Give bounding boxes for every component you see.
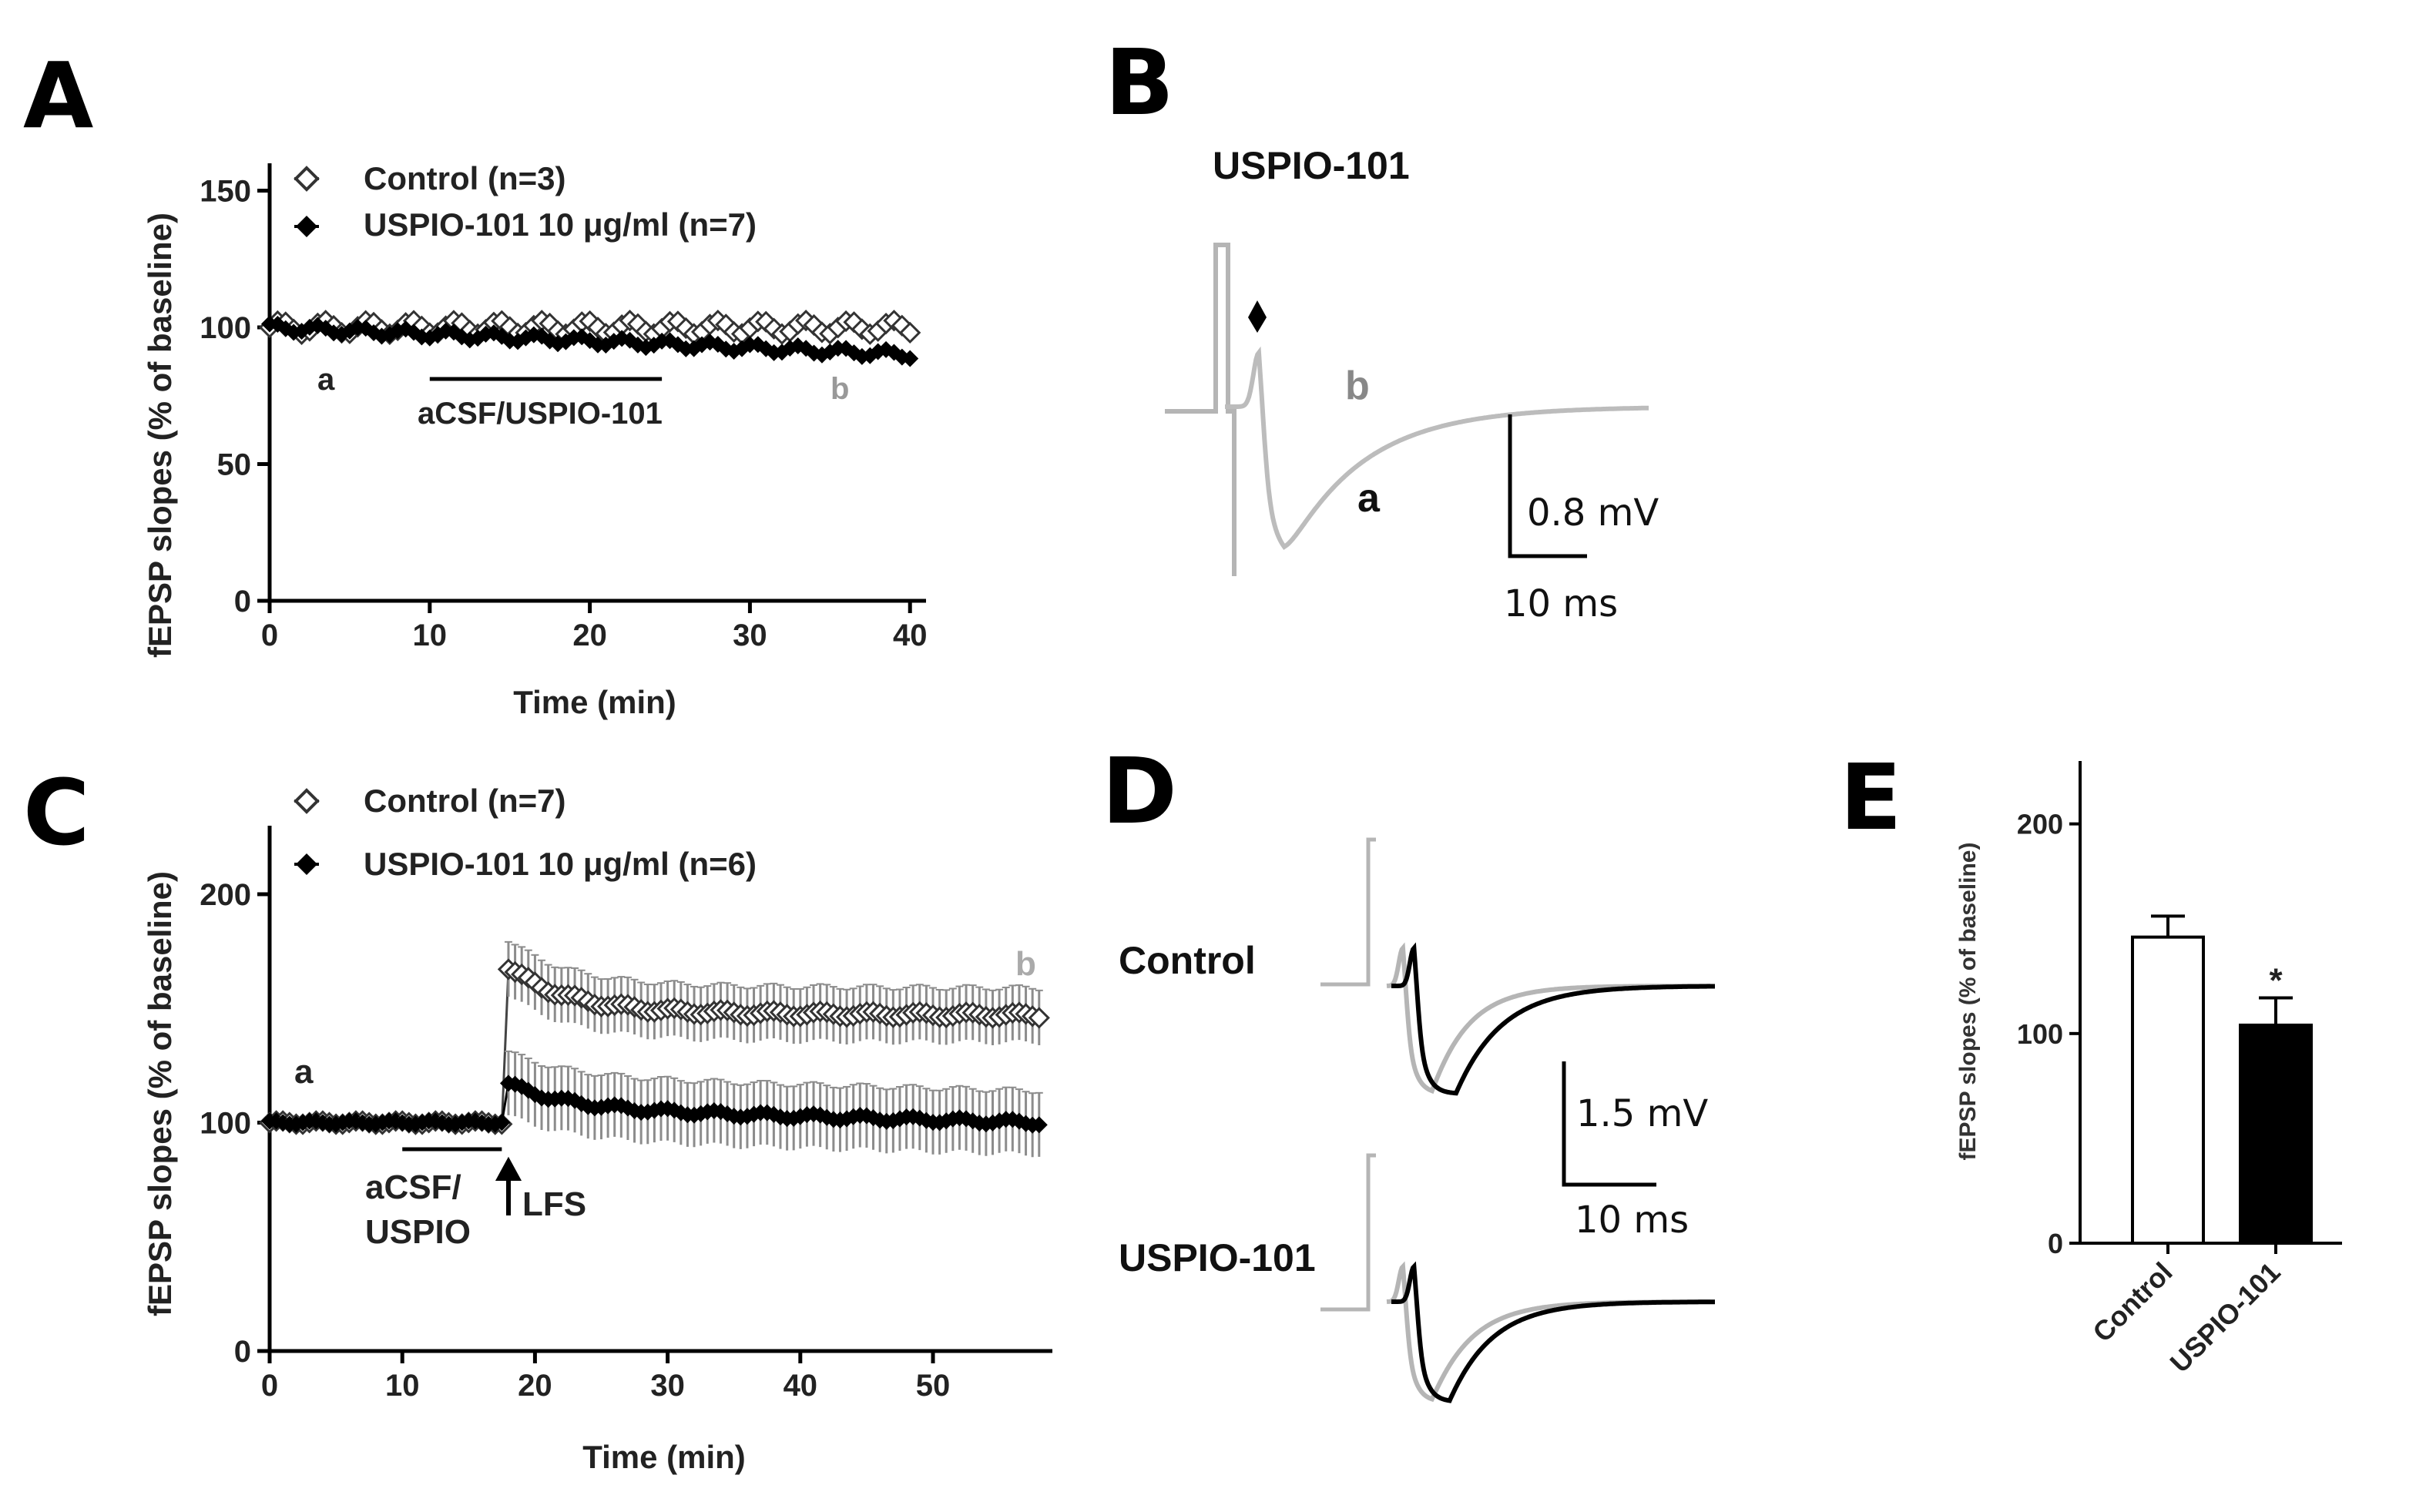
panel-b-scale-bar xyxy=(1508,414,1587,558)
legend-control-label: Control (n=7) xyxy=(364,783,565,819)
x-tick-label: 40 xyxy=(893,619,928,652)
legend-open-diamond-marker xyxy=(294,788,320,814)
x-tick-label: 0 xyxy=(261,619,278,652)
uspio-point xyxy=(493,1114,511,1131)
panel-d-traces xyxy=(1320,837,1715,1403)
x-tick-label: 0 xyxy=(261,1369,278,1403)
panel-d-scale-bar xyxy=(1562,1061,1656,1187)
uspio-point xyxy=(901,350,919,367)
y-tick-label: 0 xyxy=(234,585,251,619)
y-tick-label: 150 xyxy=(200,175,251,209)
panel-c-legend: Control (n=7) USPIO-101 10 μg/ml (n=6) xyxy=(294,783,757,882)
panel-b-title: USPIO-101 xyxy=(1213,144,1410,187)
e-y-tick-label: 200 xyxy=(2017,809,2063,840)
trace-peak-marker xyxy=(1248,300,1267,333)
panel-d-scale-time: 10 ms xyxy=(1575,1199,1689,1242)
panel-c-annotation-b: b xyxy=(1015,945,1036,983)
panel-d: D Control USPIO-101 1.5 mV 10 ms xyxy=(1102,738,1715,1403)
x-tick-label: 10 xyxy=(413,619,448,652)
panel-e-ylabel: fEPSP slopes (% of baseline) xyxy=(1955,843,1981,1161)
panel-d-row-uspio: USPIO-101 xyxy=(1119,1236,1316,1279)
lfs-arrow-icon xyxy=(495,1156,522,1215)
e-bar-control xyxy=(2131,935,2205,1245)
panel-c-annotation-a: a xyxy=(294,1053,314,1091)
panel-c: C fEPSP slopes (% of baseline) Time (min… xyxy=(23,759,1052,1475)
e-x-tick-label: Control xyxy=(2086,1256,2178,1348)
e-bar-uspio-101 xyxy=(2239,1023,2313,1245)
panel-b-label-a: a xyxy=(1357,476,1381,521)
legend-uspio-label: USPIO-101 10 μg/ml (n=6) xyxy=(364,846,757,882)
e-significance-star: * xyxy=(2269,962,2283,1000)
panel-a-plot xyxy=(258,310,921,381)
uspio-artifact xyxy=(1320,1153,1376,1312)
panel-c-ylabel: fEPSP slopes (% of baseline) xyxy=(142,871,178,1316)
panel-a-annotation-a: a xyxy=(317,363,335,397)
panel-b-letter: B xyxy=(1105,29,1174,136)
panel-c-lfs-label: LFS xyxy=(522,1185,586,1223)
panel-c-bar-label-1: aCSF/ xyxy=(365,1168,461,1206)
control-trace-gray xyxy=(1386,942,1710,1095)
x-tick-label: 10 xyxy=(385,1369,420,1403)
panel-a-ylabel: fEPSP slopes (% of baseline) xyxy=(142,213,178,658)
panel-c-letter: C xyxy=(23,759,90,866)
x-tick-label: 20 xyxy=(572,619,607,652)
uspio-trace-gray xyxy=(1386,1261,1710,1403)
panel-a-axes: 0 10 20 30 40 0 50 100 150 xyxy=(200,163,927,652)
panel-e: E fEPSP slopes (% of baseline) 0 100 200 Co… xyxy=(1840,744,2342,1379)
panel-a-xlabel: Time (min) xyxy=(513,684,676,720)
control-point xyxy=(1028,1007,1050,1029)
stimulus-artifact xyxy=(1165,243,1237,576)
y-tick-label: 50 xyxy=(217,448,252,482)
panel-a: A fEPSP slopes (% of baseline) Time (min… xyxy=(23,42,927,720)
uspio-trace-black xyxy=(1391,1261,1715,1403)
panel-c-bar-label-2: USPIO xyxy=(365,1213,471,1251)
panel-a-letter: A xyxy=(23,42,93,149)
panel-c-plot xyxy=(258,940,1050,1158)
x-tick-label: 30 xyxy=(733,619,767,652)
x-tick-label: 40 xyxy=(784,1369,818,1403)
x-tick-label: 50 xyxy=(916,1369,951,1403)
control-artifact xyxy=(1320,837,1376,987)
control-trace-black xyxy=(1391,942,1715,1096)
panel-b: B USPIO-101 b a 0.8 mV 10 ms xyxy=(1105,29,1659,625)
panel-b-traces xyxy=(1165,243,1649,576)
y-tick-label: 200 xyxy=(200,878,251,912)
panel-c-axes: 0 10 20 30 40 50 0 100 200 xyxy=(200,826,1052,1403)
legend-filled-diamond-marker xyxy=(296,853,317,875)
panel-a-bar-label: aCSF/USPIO-101 xyxy=(418,397,663,431)
x-tick-label: 30 xyxy=(650,1369,685,1403)
legend-filled-diamond-marker xyxy=(296,216,317,237)
panel-a-legend: Control (n=3) USPIO-101 10 μg/ml (n=7) xyxy=(294,160,757,243)
panel-c-xlabel: Time (min) xyxy=(582,1439,746,1475)
trace-b xyxy=(1225,346,1649,551)
e-y-tick-label: 100 xyxy=(2017,1018,2063,1050)
panel-d-letter: D xyxy=(1102,738,1177,844)
control-point xyxy=(899,321,921,344)
panel-b-label-b: b xyxy=(1345,364,1370,408)
panel-b-scale-voltage: 0.8 mV xyxy=(1527,491,1659,535)
e-y-tick-label: 0 xyxy=(2048,1228,2063,1259)
y-tick-label: 0 xyxy=(234,1335,251,1369)
panel-b-scale-time: 10 ms xyxy=(1504,582,1618,625)
y-tick-label: 100 xyxy=(200,311,251,345)
legend-uspio-label: USPIO-101 10 μg/ml (n=7) xyxy=(364,206,757,243)
y-tick-label: 100 xyxy=(200,1106,251,1140)
legend-open-diamond-marker xyxy=(294,166,320,192)
panel-d-row-control: Control xyxy=(1119,939,1256,982)
e-x-tick-label: USPIO-101 xyxy=(2164,1256,2287,1379)
panel-d-scale-voltage: 1.5 mV xyxy=(1576,1092,1708,1135)
uspio-point xyxy=(1030,1116,1048,1134)
panel-a-annotation-b: b xyxy=(830,372,849,406)
panel-e-letter: E xyxy=(1840,744,1902,850)
legend-control-label: Control (n=3) xyxy=(364,160,565,196)
x-tick-label: 20 xyxy=(518,1369,552,1403)
